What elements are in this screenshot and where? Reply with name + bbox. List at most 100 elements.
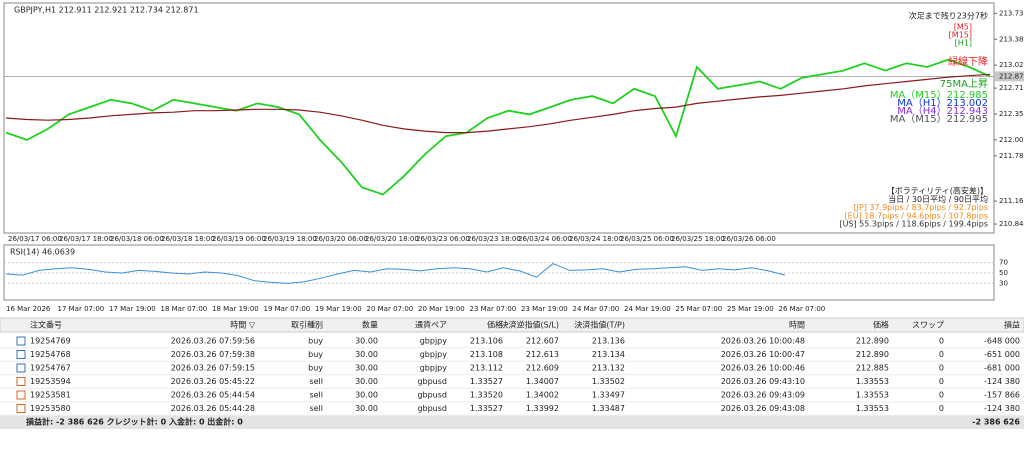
y-tick-label: 210.845	[999, 220, 1024, 228]
order-icon	[17, 391, 25, 399]
cell: 0	[939, 404, 944, 413]
rsi-tick-label: 30	[999, 279, 1008, 287]
cell: 30.00	[355, 350, 378, 359]
trend: 緑線下降	[948, 55, 988, 68]
rsi-x-label: 18 Mar 19:00	[212, 305, 259, 313]
y-tick-label: 211.160	[999, 197, 1024, 205]
cell: 213.134	[592, 350, 625, 359]
cell: 1.33992	[526, 404, 559, 413]
rsi-x-label: 17 Mar 19:00	[109, 305, 156, 313]
cell: 0	[939, 377, 944, 386]
cell: sell	[309, 404, 323, 413]
column-header: 時間	[789, 321, 805, 330]
ma-value: MA（M15）212.995	[890, 113, 988, 125]
column-header: 数量	[362, 320, 378, 330]
cell: -124 380	[984, 377, 1020, 386]
cell: -651 000	[984, 350, 1020, 359]
cell: 1.33553	[856, 404, 889, 413]
cell: 213.136	[592, 337, 625, 346]
cell: -124 380	[984, 404, 1020, 413]
x-tick-label: 26/03/18 06:00	[110, 235, 164, 243]
x-tick-label: 26/03/19 06:00	[212, 235, 266, 243]
cell: 213.108	[470, 350, 503, 359]
cell: 2026.03.26 05:45:22	[171, 377, 255, 386]
cell: 0	[939, 350, 944, 359]
column-header: 損益	[1004, 320, 1020, 330]
ma75: 75MA上昇	[940, 78, 988, 90]
cell: 212.890	[856, 337, 889, 346]
cell: gbpjpy	[420, 337, 448, 346]
cell: 212.609	[526, 364, 559, 373]
volatility: [US] 55.3pips / 118.6pips / 199.4pips	[839, 220, 988, 229]
cell: 0	[939, 364, 944, 373]
cell: 213.112	[470, 364, 503, 373]
order-icon	[17, 351, 25, 359]
chart-header: GBPJPY,H1 212.911 212.921 212.734 212.87…	[14, 6, 199, 15]
cell: 2026.03.26 07:59:38	[171, 350, 255, 359]
y-tick-label: 212.000	[999, 136, 1024, 144]
x-tick-label: 26/03/20 18:00	[365, 235, 419, 243]
cell: 30.00	[355, 337, 378, 346]
cell: gbpjpy	[420, 364, 448, 373]
x-tick-label: 26/03/18 18:00	[161, 235, 215, 243]
x-tick-label: 26/03/23 18:00	[467, 235, 521, 243]
cell: 213.132	[592, 364, 625, 373]
cell: 2026.03.26 07:59:15	[171, 364, 255, 373]
cell: 212.890	[856, 350, 889, 359]
x-tick-label: 26/03/25 06:00	[620, 235, 674, 243]
summary-text: 損益計: -2 386 626 クレジット計: 0 入金計: 0 出金計: 0	[26, 417, 243, 427]
cell: -681 000	[984, 364, 1020, 373]
cell: gbpjpy	[420, 350, 448, 359]
column-header: 決済逆指値(S/L)	[501, 320, 559, 330]
x-tick-label: 26/03/17 06:00	[8, 235, 62, 243]
x-tick-label: 26/03/25 18:00	[671, 235, 725, 243]
cell: 1.34007	[526, 377, 559, 386]
rsi-x-label: 23 Mar 19:00	[521, 305, 568, 313]
cell: gbpusd	[417, 377, 447, 386]
cell: 30.00	[355, 364, 378, 373]
column-header: 時間 ▽	[230, 321, 256, 330]
order-icon	[17, 405, 25, 413]
timeframe: [H1]	[955, 39, 972, 48]
cell: -157 866	[984, 391, 1020, 400]
cell: 1.34002	[526, 391, 559, 400]
cell: 19254767	[30, 364, 71, 373]
x-tick-label: 26/03/20 06:00	[314, 235, 368, 243]
rsi-tick-label: 50	[999, 269, 1008, 277]
cell: buy	[308, 350, 323, 359]
rsi-x-label: 23 Mar 07:00	[470, 305, 517, 313]
cell: 1.33527	[470, 377, 503, 386]
cell: 2026.03.26 09:43:09	[721, 391, 805, 400]
cell: 2026.03.26 10:00:47	[721, 350, 805, 359]
column-header: 注文番号	[30, 320, 62, 330]
cell: 2026.03.26 05:44:28	[171, 404, 255, 413]
summary-total: -2 386 626	[972, 418, 1020, 427]
y-tick-label: 212.355	[999, 110, 1024, 118]
rsi-tick-label: 70	[999, 259, 1008, 267]
cell: 1.33502	[592, 377, 625, 386]
rsi-x-label: 16 Mar 2026	[6, 305, 51, 313]
cell: buy	[308, 337, 323, 346]
cell: 1.33520	[470, 391, 503, 400]
cell: 1.33527	[470, 404, 503, 413]
rsi-x-label: 19 Mar 19:00	[315, 305, 362, 313]
rsi-x-label: 19 Mar 07:00	[264, 305, 311, 313]
order-icon	[17, 378, 25, 386]
cell: gbpusd	[417, 391, 447, 400]
y-tick-label: 213.735	[999, 9, 1024, 17]
cell: 2026.03.26 09:43:10	[721, 377, 805, 386]
cell: 212.885	[856, 364, 889, 373]
order-icon	[17, 337, 25, 345]
cell: -648 000	[984, 337, 1020, 346]
cell: buy	[308, 364, 323, 373]
cell: 30.00	[355, 391, 378, 400]
x-tick-label: 26/03/17 18:00	[59, 235, 113, 243]
cell: gbpusd	[417, 404, 447, 413]
x-tick-label: 26/03/23 06:00	[416, 235, 470, 243]
y-tick-label: 212.710	[999, 84, 1024, 92]
rsi-x-label: 26 Mar 07:00	[779, 305, 826, 313]
cell: 213.106	[470, 337, 503, 346]
rsi-x-label: 25 Mar 19:00	[727, 305, 774, 313]
cell: 30.00	[355, 404, 378, 413]
